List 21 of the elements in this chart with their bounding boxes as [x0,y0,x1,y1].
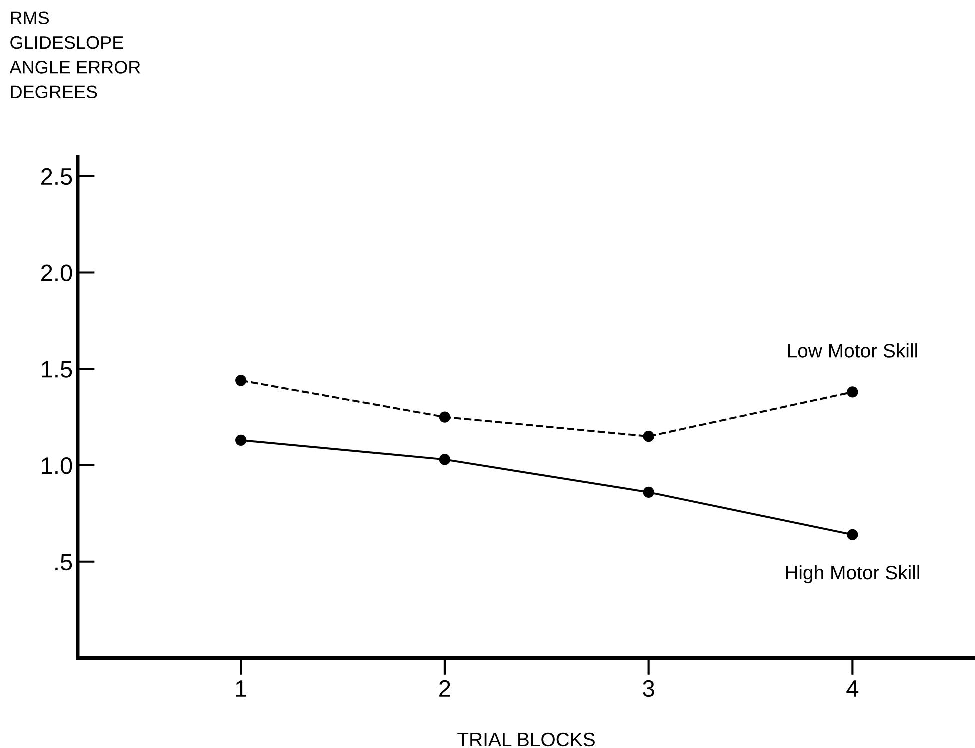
series-label: Low Motor Skill [788,344,918,358]
point [439,412,451,423]
point [847,529,858,540]
x-tick-label: 4 [846,680,859,697]
x-axis-title: TRIAL BLOCKS [458,732,595,747]
y-tick-label: 1.5 [42,361,72,378]
x-tick-label: 3 [643,680,654,698]
point [643,486,654,498]
y-axis-title: RMS GLIDESLOPE ANGLE ERROR DEGREES [10,12,140,99]
point [439,454,451,466]
point [847,386,858,398]
y-tick-label: 2.5 [42,168,72,186]
point [236,375,247,386]
x-tick-label: 2 [440,680,450,697]
point [236,434,247,446]
y-tick-label: 2.0 [42,264,72,282]
x-tick-label: 1 [236,680,247,697]
point [643,431,654,442]
y-tick-label: 1.0 [42,458,72,474]
series-label: High Motor Skill [786,565,920,584]
y-tick-label: .5 [56,554,72,571]
